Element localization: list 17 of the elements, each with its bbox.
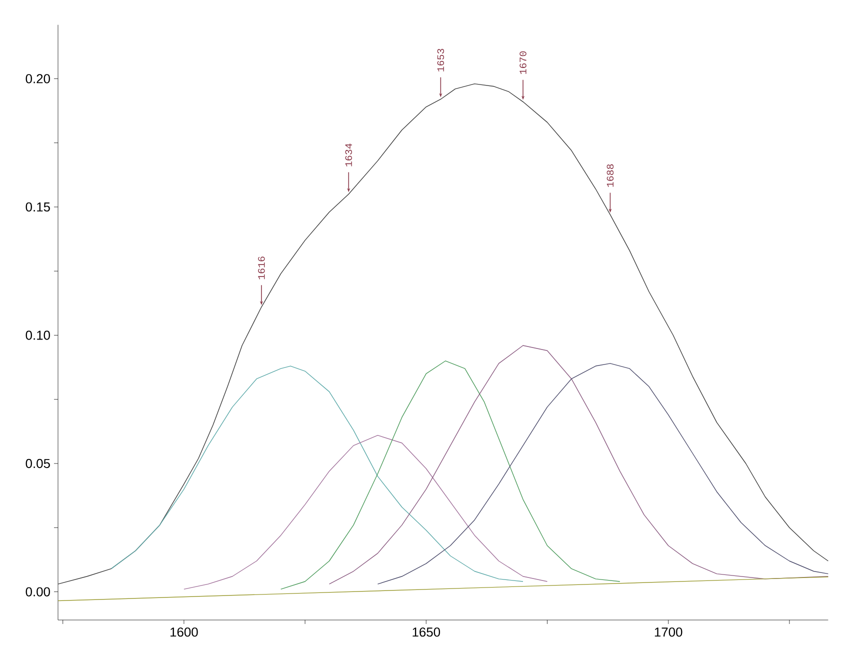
annotation: 1616	[258, 256, 265, 280]
x-tick-label: 1700	[654, 628, 682, 637]
y-tick-label: 0.10	[26, 330, 50, 340]
annotation: 1670	[520, 51, 526, 74]
y-tick-label: 0.00	[26, 587, 50, 596]
annotation: 1634	[345, 144, 352, 166]
line-series	[377, 363, 829, 584]
y-tick-label: 0.05	[26, 458, 50, 468]
annotation: 1688	[606, 164, 614, 187]
annotation: 1653	[437, 48, 444, 72]
y-tick-label: 0.15	[26, 202, 50, 212]
y-tick-label: 0.20	[26, 74, 50, 84]
x-tick-label: 1600	[170, 628, 198, 637]
x-tick-label: 1650	[412, 628, 440, 637]
line-series	[110, 366, 524, 582]
line-series	[58, 83, 829, 584]
line-series	[328, 345, 829, 584]
